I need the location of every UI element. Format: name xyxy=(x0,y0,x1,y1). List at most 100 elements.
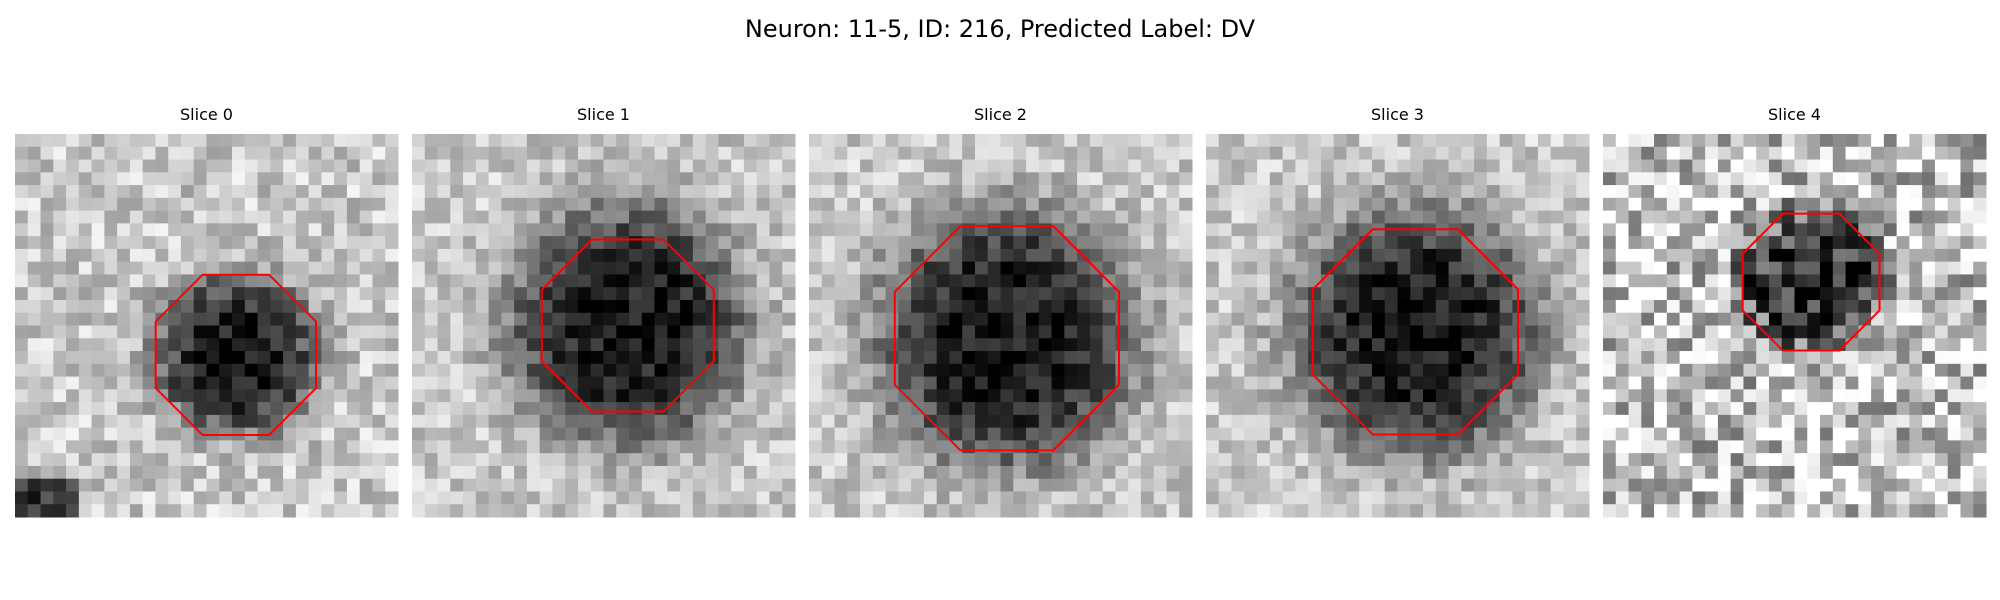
pixel xyxy=(539,261,553,275)
pixel xyxy=(847,376,861,390)
pixel xyxy=(1231,453,1245,467)
pixel xyxy=(1140,427,1155,441)
pixel xyxy=(1308,274,1322,288)
pixel xyxy=(1628,402,1642,416)
pixel xyxy=(1603,210,1617,224)
pixel xyxy=(1743,351,1757,365)
pixel xyxy=(1089,299,1104,314)
pixel xyxy=(1794,299,1808,314)
pixel xyxy=(180,210,195,224)
pixel xyxy=(359,159,373,173)
pixel xyxy=(1333,376,1347,390)
pixel xyxy=(1845,146,1859,161)
pixel xyxy=(334,414,348,429)
pixel xyxy=(1641,261,1655,275)
pixel xyxy=(1576,414,1590,429)
pixel xyxy=(1486,261,1501,275)
pixel xyxy=(1871,210,1885,224)
pixel xyxy=(1295,453,1309,467)
pixel xyxy=(1832,351,1847,365)
pixel xyxy=(590,223,605,237)
pixel xyxy=(1960,363,1974,378)
pixel xyxy=(359,465,373,480)
pixel xyxy=(1000,414,1014,429)
pixel xyxy=(949,185,963,199)
pixel xyxy=(1730,223,1744,237)
pixel xyxy=(911,210,925,224)
pixel xyxy=(1384,376,1399,390)
pixel xyxy=(654,185,668,199)
pixel xyxy=(936,478,950,492)
pixel xyxy=(1615,465,1630,480)
pixel xyxy=(1896,197,1910,212)
pixel xyxy=(1615,210,1630,224)
pixel xyxy=(834,134,848,148)
pixel xyxy=(385,453,399,467)
pixel xyxy=(539,491,553,505)
pixel xyxy=(1832,159,1847,173)
pixel xyxy=(616,504,630,518)
pixel xyxy=(1692,312,1706,327)
pixel xyxy=(756,338,770,352)
pixel xyxy=(142,453,156,467)
pixel xyxy=(923,338,938,352)
pixel xyxy=(359,223,373,237)
pixel xyxy=(898,312,912,327)
pixel xyxy=(1435,504,1450,518)
pixel xyxy=(1832,185,1847,199)
pixel xyxy=(1026,478,1040,492)
pixel xyxy=(219,287,233,301)
pixel xyxy=(1820,414,1834,429)
pixel xyxy=(692,197,707,212)
pixel xyxy=(603,134,617,148)
pixel xyxy=(1794,274,1808,288)
pixel xyxy=(1743,465,1757,480)
pixel xyxy=(91,363,105,378)
pixel xyxy=(1371,185,1386,199)
pixel xyxy=(1654,223,1668,237)
pixel xyxy=(923,351,938,365)
pixel xyxy=(27,172,42,186)
panel-title: Slice 3 xyxy=(1371,105,1424,124)
pixel xyxy=(514,185,528,199)
pixel xyxy=(718,197,732,212)
pixel xyxy=(66,491,80,505)
pixel xyxy=(1153,363,1167,378)
pixel xyxy=(731,274,745,288)
pixel xyxy=(821,325,836,339)
pixel xyxy=(40,134,54,148)
pixel xyxy=(1218,261,1233,275)
pixel xyxy=(155,338,169,352)
pixel xyxy=(193,414,208,429)
pixel xyxy=(412,363,426,378)
pixel xyxy=(923,146,938,161)
pixel xyxy=(590,478,605,492)
pixel xyxy=(1563,197,1577,212)
pixel xyxy=(1102,223,1116,237)
pixel xyxy=(1359,236,1373,250)
pixel xyxy=(1896,210,1910,224)
pixel xyxy=(1026,351,1040,365)
pixel xyxy=(603,351,617,365)
pixel xyxy=(1615,287,1630,301)
pixel xyxy=(629,159,643,173)
pixel xyxy=(15,223,29,237)
pixel xyxy=(155,312,169,327)
pixel xyxy=(1628,465,1642,480)
pixel xyxy=(1730,274,1744,288)
pixel xyxy=(1603,478,1617,492)
pixel xyxy=(385,287,399,301)
pixel xyxy=(142,159,156,173)
pixel xyxy=(1499,427,1513,441)
pixel xyxy=(257,465,271,480)
pixel xyxy=(834,389,848,403)
pixel xyxy=(1705,261,1719,275)
pixel xyxy=(1730,402,1744,416)
pixel xyxy=(539,465,553,480)
pixel xyxy=(450,287,464,301)
pixel xyxy=(283,287,297,301)
pixel xyxy=(577,453,592,467)
pixel xyxy=(1166,274,1180,288)
pixel xyxy=(1922,414,1936,429)
pixel xyxy=(1102,465,1116,480)
